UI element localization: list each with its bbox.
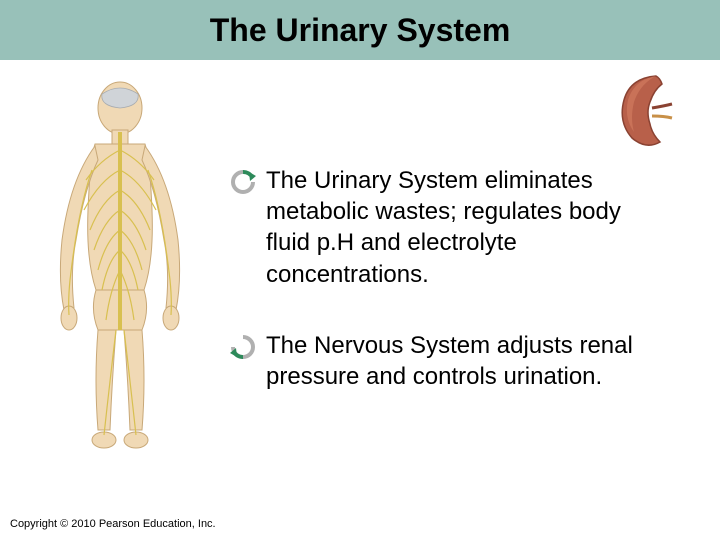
body-nervous-system-figure xyxy=(40,80,200,460)
title-bar: The Urinary System xyxy=(0,0,720,60)
circular-arrow-icon xyxy=(230,169,256,195)
bullet-text-2: The Nervous System adjusts renal pressur… xyxy=(266,330,670,392)
copyright-text: Copyright © 2010 Pearson Education, Inc. xyxy=(10,518,216,530)
bullet-item-1: The Urinary System eliminates metabolic … xyxy=(230,165,670,290)
content-area: The Urinary System eliminates metabolic … xyxy=(0,60,720,500)
kidney-figure xyxy=(610,70,680,150)
page-title: The Urinary System xyxy=(210,12,511,49)
bullet-item-2: The Nervous System adjusts renal pressur… xyxy=(230,330,670,392)
bullet-text-1: The Urinary System eliminates metabolic … xyxy=(266,165,670,290)
circular-arrow-icon xyxy=(230,334,256,360)
